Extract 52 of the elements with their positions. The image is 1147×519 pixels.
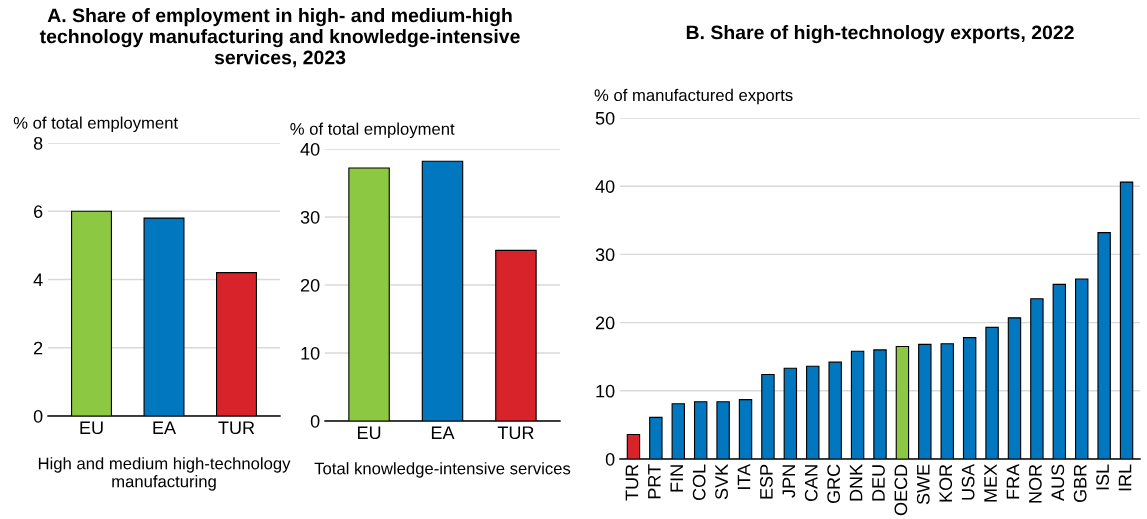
x-tick-label: SWE — [916, 464, 930, 505]
x-tick-label: ISL — [1096, 464, 1109, 490]
x-tick-label: GRC — [827, 464, 841, 504]
chart-title: A. Share of employment in high- and medium-high technology manufacturing and knowledge-intensive services, 2023 — [39, 8, 520, 68]
x-tick-label: TUR — [497, 426, 534, 440]
x-tick-label: TUR — [625, 464, 639, 501]
x-tick-label: GBR — [1073, 464, 1087, 503]
chart-title: B. Share of high-technology exports, 2022 — [686, 25, 1074, 44]
y-axis-title: % of total employment — [290, 122, 455, 139]
y-tick-label: 0 — [605, 452, 615, 466]
x-tick-label: JPN — [782, 465, 796, 498]
y-tick-label: 6 — [34, 205, 43, 218]
y-tick-label: 2 — [34, 341, 43, 355]
y-tick-label: 8 — [33, 136, 43, 150]
x-tick-label: FRA — [1006, 463, 1020, 499]
y-axis-title: % of total employment — [13, 116, 178, 133]
y-tick-label: 50 — [595, 111, 615, 125]
x-tick-label: AUS — [1051, 464, 1065, 501]
y-tick-label: 20 — [595, 316, 615, 330]
x-tick-label: CAN — [804, 465, 818, 502]
y-tick-label: 0 — [33, 409, 43, 423]
y-tick-label: 10 — [596, 384, 615, 398]
x-tick-label: SVK — [715, 464, 728, 500]
x-tick-label: FIN — [670, 465, 683, 492]
x-tick-label: USA — [961, 463, 975, 500]
y-tick-label: 30 — [300, 210, 320, 224]
x-tick-label: EU — [358, 426, 381, 440]
x-tick-label: DEU — [872, 465, 885, 501]
x-tick-label: NOR — [1028, 464, 1042, 503]
y-axis-title: % of manufactured exports — [594, 88, 793, 105]
y-tick-label: 30 — [595, 248, 615, 262]
x-tick-label: EU — [80, 421, 103, 435]
x-tick-label: EA — [153, 421, 177, 434]
x-tick-label: ESP — [759, 464, 773, 499]
x-tick-label: MEX — [984, 464, 997, 502]
x-tick-label: IRL — [1118, 464, 1132, 491]
y-tick-label: 4 — [33, 273, 43, 287]
x-axis-title: Total knowledge-intensive services — [314, 462, 571, 478]
x-tick-label: ITA — [737, 463, 751, 489]
y-tick-label: 20 — [300, 278, 320, 292]
x-axis-title: High and medium high-technology manufacturing — [38, 457, 291, 491]
x-tick-label: DNK — [849, 464, 863, 501]
y-tick-label: 10 — [301, 346, 320, 360]
y-tick-label: 40 — [595, 180, 615, 193]
x-tick-label: OECD — [894, 464, 908, 516]
x-tick-label: PRT — [648, 464, 661, 499]
y-tick-label: 0 — [310, 414, 320, 428]
x-tick-label: KOR — [939, 464, 953, 502]
x-tick-label: TUR — [218, 421, 255, 435]
y-tick-label: 40 — [300, 142, 320, 156]
x-tick-label: EA — [431, 426, 455, 439]
x-tick-label: COL — [692, 464, 706, 501]
